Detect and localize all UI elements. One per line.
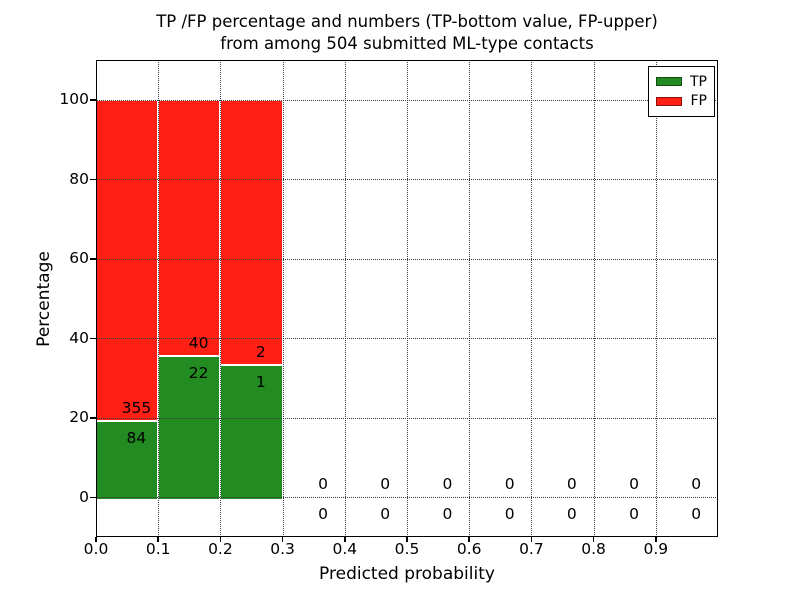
legend-label-tp: TP [690, 73, 707, 90]
bar-count-fp-label: 40 [188, 334, 209, 353]
y-tick-label: 20 [69, 408, 89, 427]
y-tick [90, 178, 96, 180]
x-tick [655, 537, 657, 542]
legend-item-tp: TP [656, 75, 707, 89]
bar-count-tp-label: 84 [126, 429, 147, 448]
v-gridline [282, 60, 284, 537]
bar-count-fp-label: 0 [380, 475, 391, 494]
y-tick [90, 496, 96, 498]
y-axis-label: Percentage [34, 251, 54, 347]
x-tick [157, 537, 159, 542]
v-gridline [655, 60, 657, 537]
chart-title: TP /FP percentage and numbers (TP-bottom… [156, 11, 658, 54]
x-tick-label: 0.0 [83, 540, 109, 558]
bar-count-fp-label: 0 [566, 475, 577, 494]
x-tick [468, 537, 470, 542]
bar-segment-tp [220, 364, 283, 501]
legend: TP FP [648, 66, 715, 117]
x-tick-label: 0.9 [643, 540, 669, 558]
y-tick [90, 99, 96, 101]
bar-segment-tp [158, 356, 221, 501]
bar-count-tp-label: 0 [380, 505, 391, 524]
x-tick [95, 537, 97, 542]
v-gridline [344, 60, 346, 537]
bar-segment-fp [158, 99, 221, 357]
bar-count-fp-label: 0 [318, 475, 328, 494]
bar-segment-fp [220, 99, 283, 365]
bar-count-tp-label: 1 [255, 372, 266, 391]
y-tick-label: 80 [69, 169, 89, 188]
legend-item-fp: FP [656, 94, 707, 108]
y-tick [90, 258, 96, 260]
v-gridline [158, 60, 160, 537]
bar-count-fp-label: 0 [504, 475, 515, 494]
bar-count-tp-label: 0 [318, 505, 328, 524]
x-tick-label: 0.6 [456, 540, 482, 558]
bar-count-fp-label: 0 [629, 475, 639, 494]
y-tick [90, 417, 96, 419]
x-tick-label: 0.7 [519, 540, 544, 558]
x-tick-label: 0.8 [581, 540, 606, 558]
legend-swatch-fp-icon [656, 96, 682, 106]
bar-count-tp-label: 0 [691, 505, 702, 524]
bar-count-tp-label: 22 [188, 364, 209, 383]
bar-count-tp-label: 0 [566, 505, 577, 524]
y-tick [90, 337, 96, 339]
y-tick-label: 60 [69, 249, 89, 268]
bar-count-fp-label: 0 [442, 475, 453, 494]
y-tick-label: 100 [59, 90, 89, 109]
bar-count-fp-label: 0 [691, 475, 702, 494]
x-tick [530, 537, 533, 542]
x-tick [406, 537, 408, 542]
bar-count-tp-label: 0 [504, 505, 515, 524]
v-gridline [469, 60, 471, 537]
bar-count-tp-label: 0 [629, 505, 639, 524]
legend-label-fp: FP [690, 93, 708, 110]
x-tick-label: 0.4 [332, 540, 358, 558]
bar-segment-fp [96, 99, 159, 422]
legend-swatch-tp-icon [656, 77, 682, 87]
v-gridline [220, 60, 222, 537]
v-gridline [531, 60, 533, 537]
x-tick-label: 0.5 [394, 540, 420, 558]
x-tick [281, 537, 284, 542]
x-axis-label: Predicted probability [319, 564, 495, 584]
x-tick-label: 0.2 [208, 540, 233, 558]
x-tick [592, 537, 595, 542]
x-tick-label: 0.3 [270, 540, 295, 558]
bar-count-fp-label: 2 [255, 342, 266, 361]
v-gridline [407, 60, 408, 537]
chart-title-line1: TP /FP percentage and numbers (TP-bottom… [156, 12, 658, 31]
x-tick [344, 537, 346, 542]
v-gridline [593, 60, 595, 537]
y-tick-label: 40 [69, 328, 89, 347]
x-tick [219, 537, 222, 542]
bar-count-tp-label: 0 [442, 505, 453, 524]
bar-count-fp-label: 355 [121, 399, 152, 418]
y-tick-label: 0 [79, 487, 89, 506]
x-tick-label: 0.1 [145, 540, 171, 558]
chart-title-line2: from among 504 submitted ML-type contact… [220, 33, 594, 53]
